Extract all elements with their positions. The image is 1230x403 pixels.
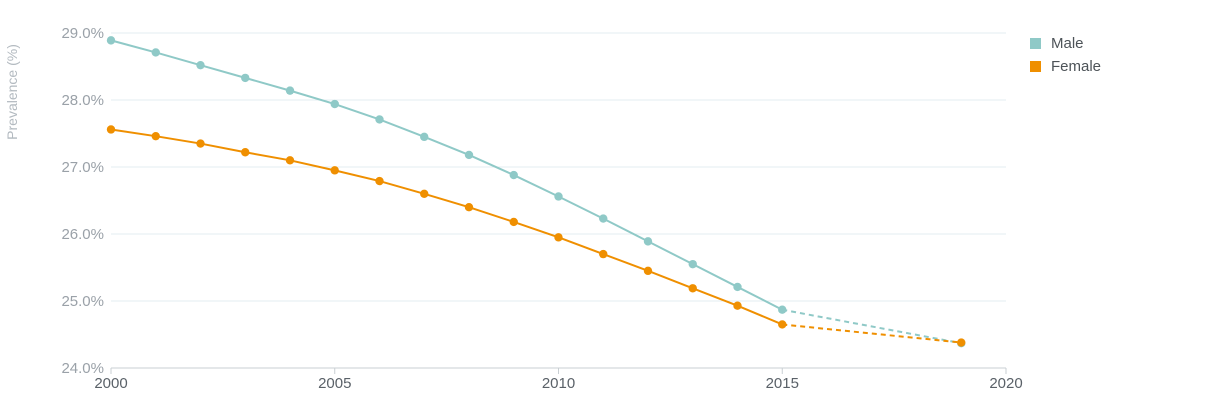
- legend-label-male: Male: [1051, 35, 1084, 52]
- data-point-male[interactable]: [196, 60, 205, 70]
- data-point-male[interactable]: [151, 48, 160, 57]
- projection-line-female: [782, 323, 962, 344]
- data-point-male[interactable]: [688, 259, 697, 269]
- data-point-male[interactable]: [420, 132, 429, 142]
- x-tick-label: 2015: [766, 375, 799, 392]
- data-point-male[interactable]: [106, 36, 116, 45]
- data-point-female[interactable]: [285, 156, 295, 165]
- data-point-male[interactable]: [285, 86, 295, 95]
- data-point-male[interactable]: [375, 115, 384, 124]
- gridlines: [111, 32, 1006, 302]
- data-point-male[interactable]: [509, 170, 518, 180]
- data-point-male[interactable]: [643, 237, 653, 246]
- y-tick-label: 25.0%: [61, 293, 104, 310]
- data-point-female[interactable]: [643, 266, 653, 276]
- x-tick-label: 2020: [989, 375, 1022, 392]
- x-axis: 2000 2005 2010 2015 2020: [94, 367, 1023, 392]
- data-point-female[interactable]: [151, 131, 160, 141]
- series-female: [106, 125, 966, 347]
- data-point-male[interactable]: [554, 192, 563, 201]
- series-group: [106, 36, 966, 348]
- legend-swatch-male: [1030, 38, 1041, 49]
- data-point-female[interactable]: [733, 301, 742, 310]
- data-point-female[interactable]: [464, 203, 474, 212]
- data-point-male[interactable]: [778, 305, 787, 314]
- data-point-male[interactable]: [733, 282, 742, 292]
- y-tick-label: 27.0%: [61, 159, 104, 176]
- y-tick-label: 26.0%: [61, 226, 104, 243]
- data-point-female[interactable]: [554, 233, 563, 242]
- legend-swatch-female: [1030, 61, 1041, 72]
- data-point-female[interactable]: [688, 284, 697, 293]
- data-point-female[interactable]: [375, 176, 384, 186]
- data-point-female[interactable]: [778, 320, 787, 329]
- data-point-female[interactable]: [241, 148, 250, 157]
- y-tick-label: 24.0%: [61, 360, 104, 377]
- data-point-female[interactable]: [509, 217, 518, 227]
- data-point-female[interactable]: [106, 125, 116, 134]
- x-tick-label: 2000: [94, 375, 127, 392]
- series-line-male: [110, 39, 783, 311]
- y-axis-ticks: 24.0% 25.0% 26.0% 27.0% 28.0% 29.0%: [61, 25, 104, 377]
- projection-line-male: [782, 308, 962, 345]
- y-tick-label: 29.0%: [61, 25, 104, 42]
- legend-label-female: Female: [1051, 58, 1102, 75]
- y-axis-label: Prevalence (%): [4, 44, 20, 140]
- x-tick-label: 2005: [318, 375, 351, 392]
- data-point-female[interactable]: [599, 249, 608, 259]
- data-point-male[interactable]: [330, 99, 339, 109]
- series-line-female: [110, 128, 783, 326]
- data-point-female[interactable]: [957, 338, 966, 347]
- data-point-female[interactable]: [420, 189, 429, 198]
- y-tick-label: 28.0%: [61, 92, 104, 109]
- x-tick-label: 2010: [542, 375, 575, 392]
- legend: Male Female: [1030, 32, 1101, 78]
- data-point-male[interactable]: [599, 214, 608, 223]
- data-point-male[interactable]: [241, 73, 250, 83]
- legend-item-female[interactable]: Female: [1030, 55, 1101, 78]
- data-point-female[interactable]: [330, 166, 339, 175]
- data-point-female[interactable]: [196, 139, 205, 148]
- data-point-male[interactable]: [464, 150, 474, 160]
- legend-item-male[interactable]: Male: [1030, 32, 1101, 55]
